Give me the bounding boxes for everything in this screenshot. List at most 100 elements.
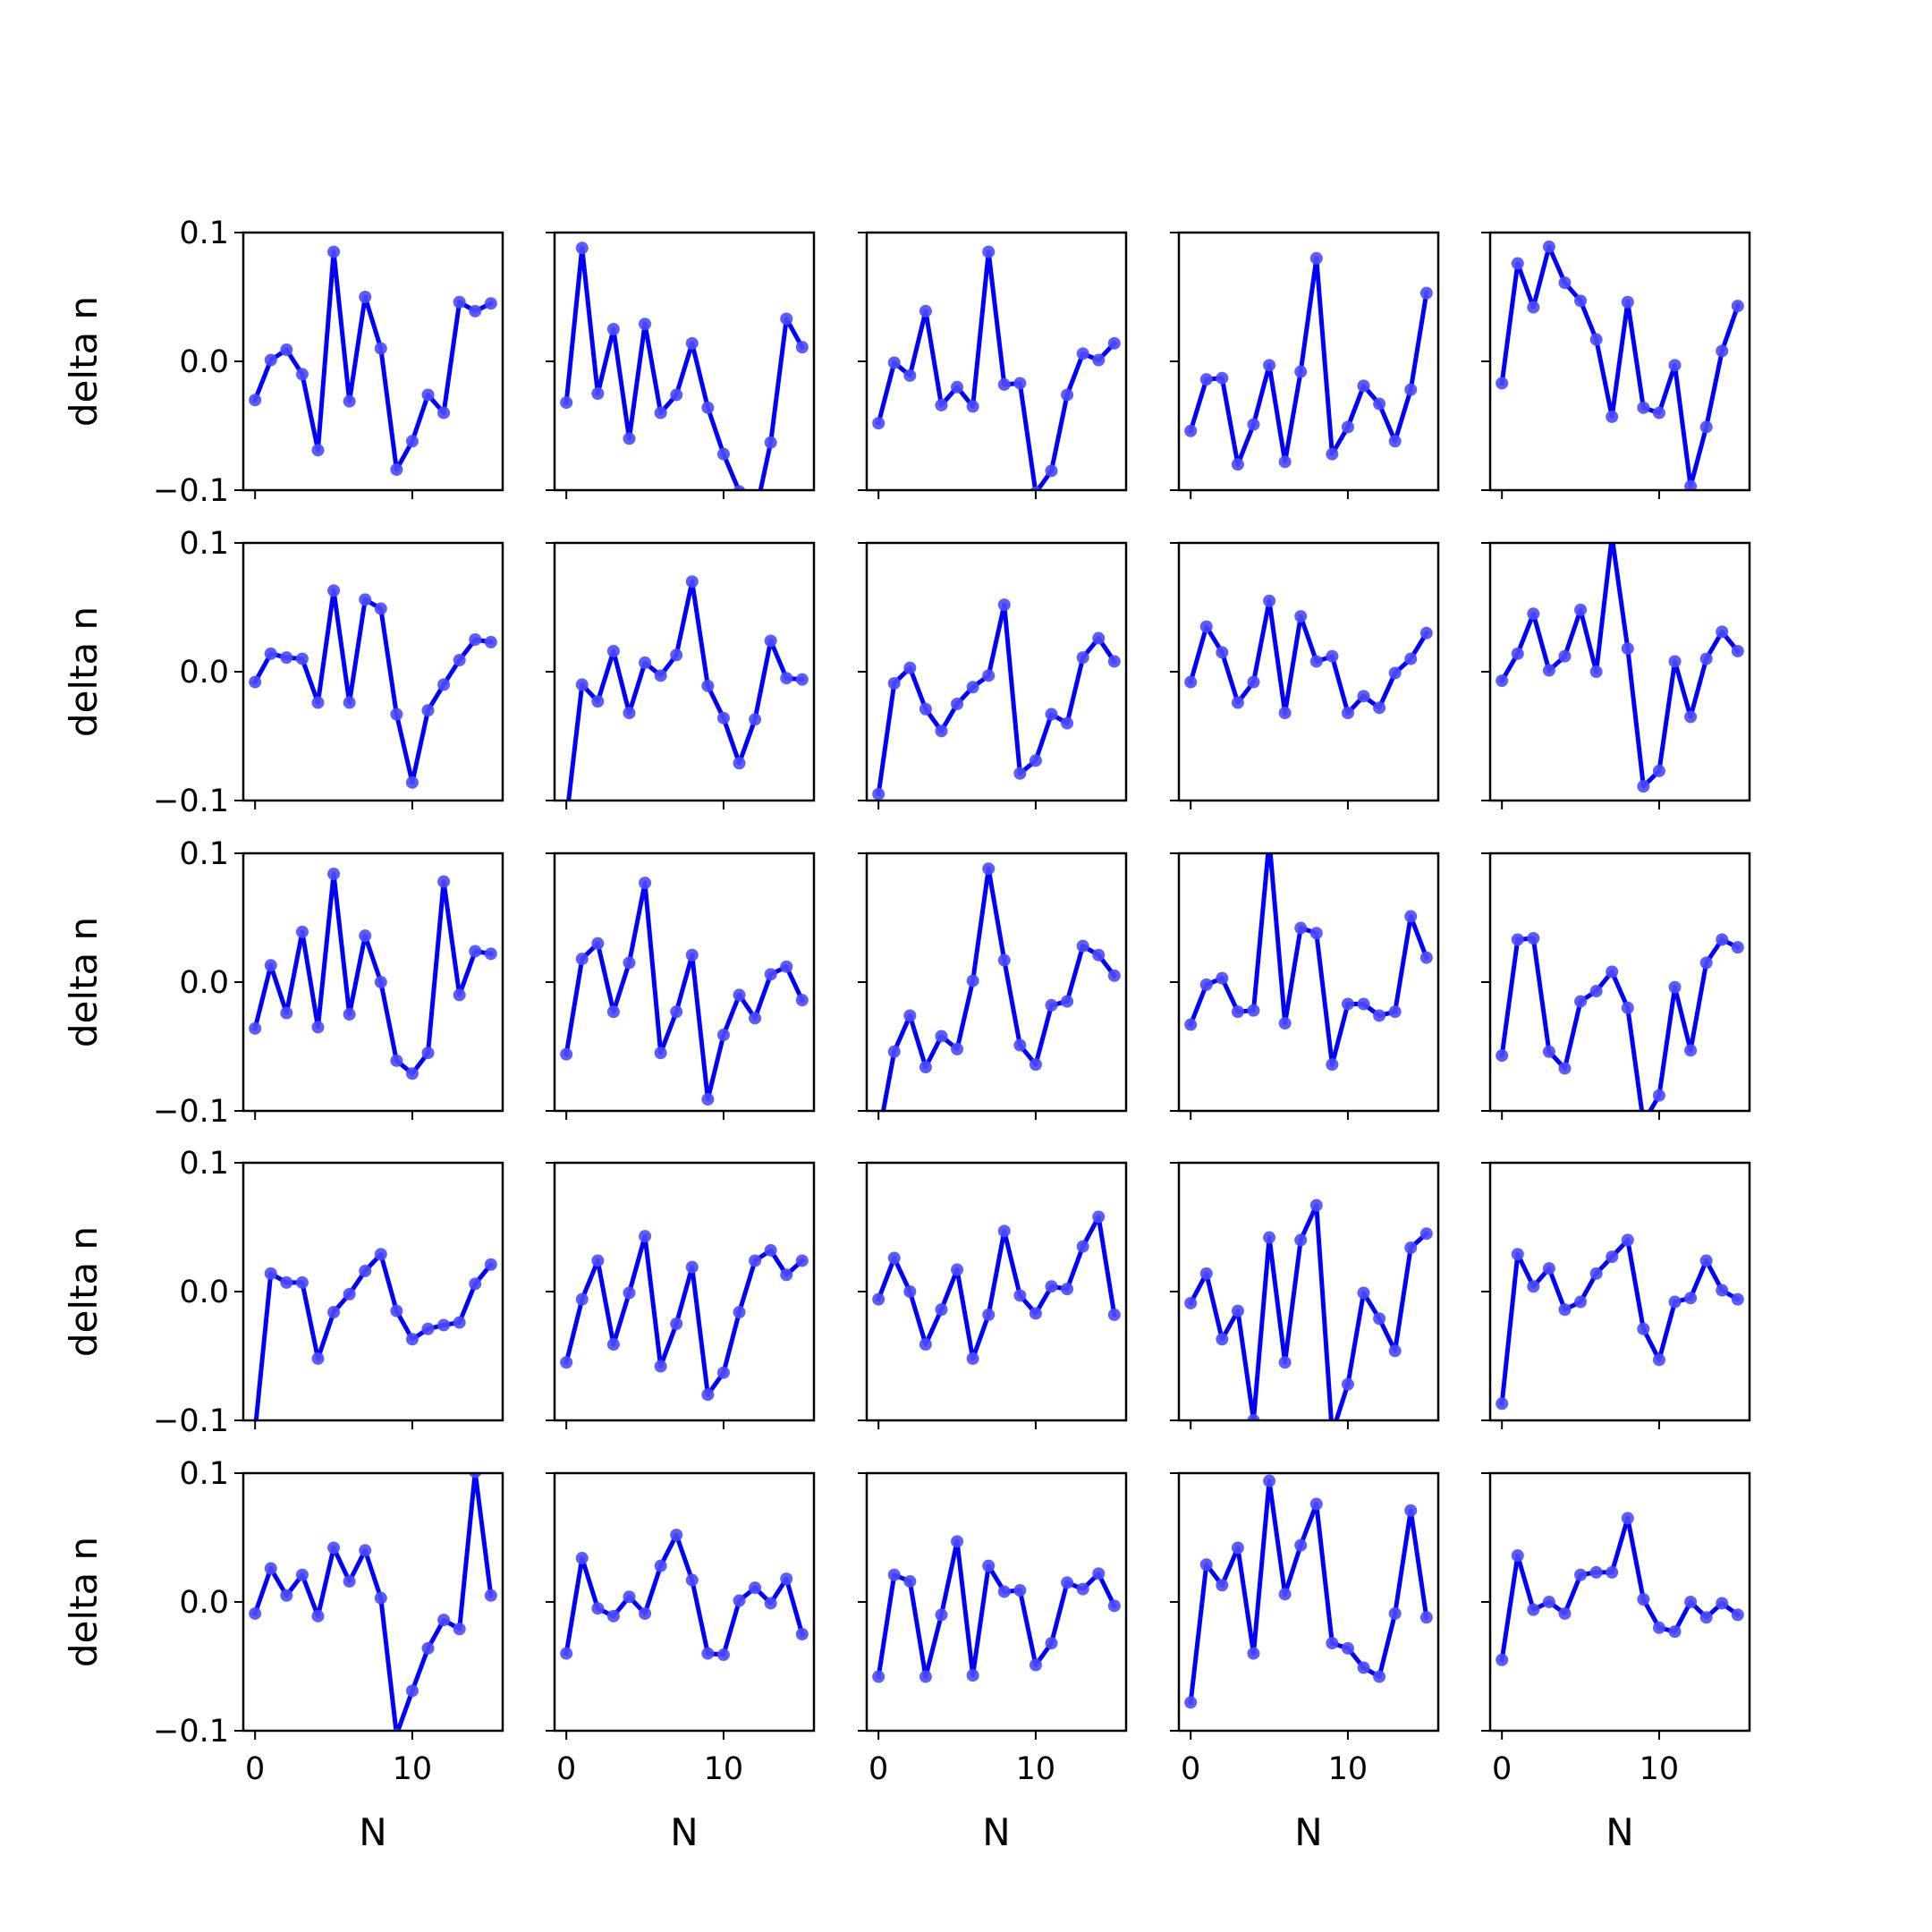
data-point <box>716 1366 730 1379</box>
data-point <box>390 462 403 476</box>
axes-frame <box>865 1471 1128 1733</box>
data-point <box>903 1285 917 1298</box>
data-point <box>919 1061 932 1074</box>
data-point <box>1558 649 1572 663</box>
data-point <box>469 1277 482 1291</box>
axes-frame <box>865 231 1128 492</box>
data-point <box>780 1572 793 1586</box>
data-point <box>1184 1696 1198 1709</box>
x-axis-label: N <box>1294 1810 1322 1854</box>
data-point <box>966 974 979 987</box>
data-point <box>469 304 482 318</box>
y-tick-label: 0.0 <box>179 965 229 1001</box>
data-point <box>1029 1058 1042 1072</box>
y-tick-label: 0.1 <box>179 216 229 251</box>
data-point <box>623 1590 636 1604</box>
y-tick-label: 0.1 <box>179 836 229 872</box>
data-point <box>311 696 325 709</box>
data-point <box>780 1268 793 1282</box>
data-point <box>1076 651 1089 665</box>
data-point <box>575 1552 589 1565</box>
data-point <box>982 862 996 876</box>
data-point <box>1527 1280 1540 1293</box>
data-point <box>733 1594 746 1607</box>
data-point <box>1542 664 1555 677</box>
series-line <box>1187 1203 1430 1420</box>
data-point <box>249 394 262 407</box>
data-point <box>453 295 466 309</box>
data-point <box>1716 1284 1729 1297</box>
data-point <box>1404 652 1418 665</box>
data-point <box>1527 932 1540 945</box>
data-point <box>1699 956 1713 970</box>
data-point <box>639 877 652 890</box>
data-point <box>437 1318 451 1332</box>
data-point <box>1061 716 1074 730</box>
data-point <box>374 1591 387 1605</box>
series-line <box>1499 1237 1741 1407</box>
data-point <box>1278 455 1292 469</box>
data-point <box>749 1254 762 1267</box>
data-point <box>1716 1597 1729 1610</box>
data-point <box>951 1042 964 1055</box>
plot-area <box>1184 594 1433 720</box>
data-point <box>591 1254 605 1267</box>
data-point <box>1542 240 1555 253</box>
data-point <box>453 988 466 1002</box>
data-point <box>872 787 886 801</box>
data-point <box>1652 1621 1665 1634</box>
series-line <box>1499 1515 1741 1663</box>
data-point <box>343 1574 356 1588</box>
data-point <box>1527 1603 1540 1616</box>
data-point <box>1621 1001 1634 1014</box>
data-point <box>295 652 309 665</box>
data-point <box>1699 1254 1713 1267</box>
data-point <box>701 679 715 692</box>
data-point <box>1388 1606 1402 1620</box>
data-point <box>606 323 620 335</box>
data-point <box>606 1005 620 1019</box>
data-point <box>1668 1625 1682 1639</box>
plot-area <box>560 877 809 1106</box>
data-point <box>484 947 497 961</box>
data-point <box>1542 1045 1555 1058</box>
data-point <box>1542 1262 1555 1275</box>
data-point <box>1668 655 1682 668</box>
series-line <box>253 1251 495 1420</box>
series-line <box>251 250 495 472</box>
subplot-3-1: −0.1 0.0 0.1 delta n <box>62 836 504 1130</box>
data-point <box>1263 835 1275 847</box>
data-point <box>1107 336 1121 350</box>
data-point <box>1029 1307 1042 1320</box>
data-point <box>1309 655 1323 668</box>
data-point <box>982 1308 996 1321</box>
data-point <box>951 698 964 710</box>
data-point <box>264 1562 277 1575</box>
plot-area <box>560 1529 809 1662</box>
axes-frame <box>242 1161 504 1422</box>
data-point <box>1216 971 1229 985</box>
data-point <box>1419 1611 1433 1624</box>
data-point <box>437 406 451 419</box>
subplot-2-2 <box>546 541 816 809</box>
data-point <box>1606 1565 1619 1579</box>
x-tick-label: 10 <box>1640 1751 1680 1787</box>
data-point <box>1107 655 1121 668</box>
plot-area <box>1496 543 1744 793</box>
data-point <box>469 945 482 958</box>
data-point <box>421 1046 435 1060</box>
data-point <box>484 1258 497 1271</box>
data-point <box>1652 406 1665 419</box>
axes-frame <box>1488 1161 1751 1422</box>
data-point <box>716 1029 730 1042</box>
data-point <box>1558 276 1572 290</box>
data-point <box>733 485 746 490</box>
subplot-1-4 <box>1170 231 1440 499</box>
subplot-5-4: 0 10N <box>1170 1471 1440 1854</box>
data-point <box>437 1614 451 1627</box>
data-point <box>780 672 793 685</box>
data-point <box>453 1623 466 1636</box>
data-point <box>1341 997 1354 1011</box>
data-point <box>1511 933 1524 946</box>
